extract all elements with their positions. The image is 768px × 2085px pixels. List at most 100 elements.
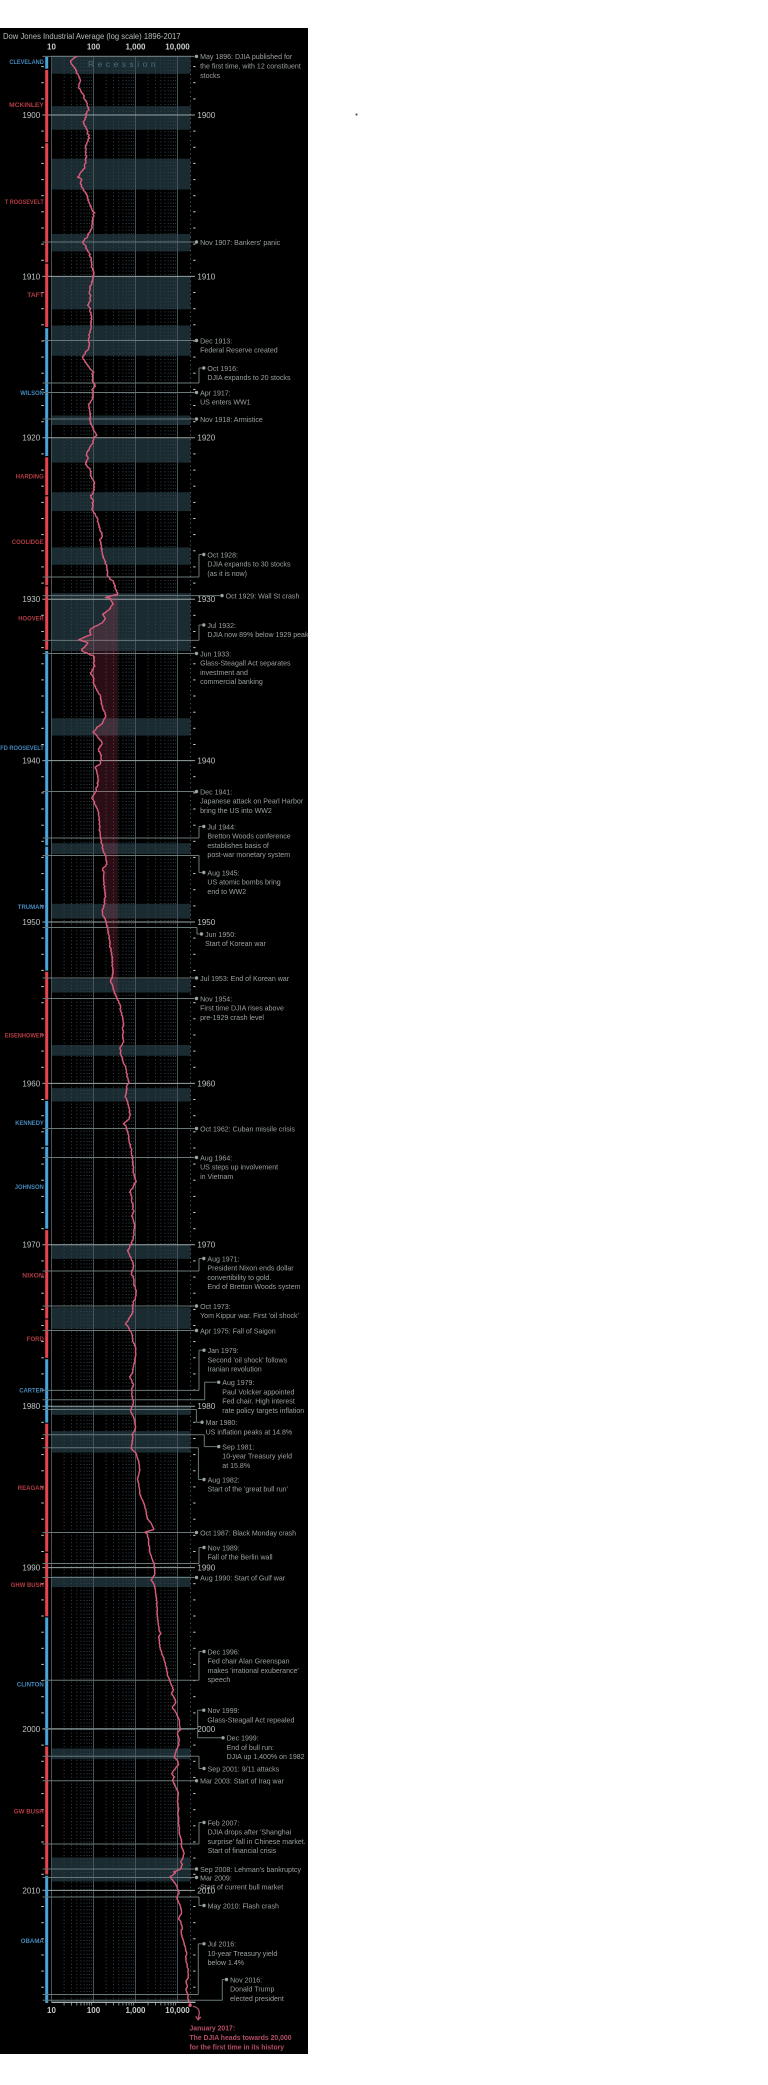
svg-text:1940: 1940 [22, 757, 40, 766]
svg-text:COOLIDGE: COOLIDGE [12, 539, 45, 546]
svg-text:1920: 1920 [22, 434, 40, 443]
svg-text:Apr 1975: Fall of Saigon: Apr 1975: Fall of Saigon [200, 1326, 276, 1335]
svg-text:1990: 1990 [197, 1564, 215, 1573]
svg-text:US atomic bombs bring: US atomic bombs bring [207, 878, 280, 887]
svg-text:DJIA drops after 'Shanghai: DJIA drops after 'Shanghai [208, 1828, 292, 1837]
svg-text:1,000: 1,000 [125, 43, 146, 52]
svg-text:GW BUSH: GW BUSH [14, 1808, 44, 1815]
svg-text:Jul 1944:: Jul 1944: [207, 822, 236, 831]
svg-text:Glass-Steagall Act separates: Glass-Steagall Act separates [200, 659, 291, 668]
svg-text:Federal Reserve created: Federal Reserve created [200, 346, 278, 355]
svg-text:Aug 1982:: Aug 1982: [208, 1475, 240, 1484]
svg-text:100: 100 [87, 2006, 101, 2015]
svg-text:Sep 1981:: Sep 1981: [222, 1442, 254, 1451]
svg-text:rate policy targets inflation: rate policy targets inflation [222, 1406, 304, 1415]
svg-text:1900: 1900 [197, 111, 215, 120]
svg-text:Nov 1999:: Nov 1999: [207, 1706, 239, 1715]
svg-text:1900: 1900 [22, 111, 40, 120]
svg-text:MCKINLEY: MCKINLEY [9, 102, 44, 109]
svg-text:US inflation peaks at 14.8%: US inflation peaks at 14.8% [206, 1427, 293, 1436]
svg-text:DJIA up 1,400% on 1982: DJIA up 1,400% on 1982 [227, 1752, 305, 1761]
svg-text:Iranian revolution: Iranian revolution [208, 1365, 262, 1374]
svg-text:HOOVER: HOOVER [18, 615, 44, 622]
svg-text:1980: 1980 [22, 1402, 40, 1411]
svg-text:TAFT: TAFT [27, 292, 44, 299]
svg-text:KENNEDY: KENNEDY [15, 1120, 44, 1127]
svg-text:May 2010: Flash crash: May 2010: Flash crash [208, 1901, 279, 1910]
svg-text:January 2017:: January 2017: [190, 2023, 236, 2032]
svg-text:T ROOSEVELT: T ROOSEVELT [5, 199, 44, 206]
svg-text:Mar 2009:: Mar 2009: [200, 1873, 232, 1882]
svg-text:Dec 1941:: Dec 1941: [200, 787, 232, 796]
svg-text:2010: 2010 [197, 1886, 215, 1895]
svg-text:Start of financial crisis: Start of financial crisis [208, 1846, 277, 1855]
svg-text:Apr 1917:: Apr 1917: [200, 388, 231, 397]
svg-text:Dec 1996:: Dec 1996: [208, 1647, 240, 1656]
svg-text:The DJIA heads towards 20,000: The DJIA heads towards 20,000 [190, 2033, 292, 2042]
svg-text:Oct 1928:: Oct 1928: [207, 550, 238, 559]
svg-text:10: 10 [47, 43, 56, 52]
svg-text:DJIA expands to 30 stocks: DJIA expands to 30 stocks [207, 560, 290, 569]
svg-text:makes 'irrational exuberance': makes 'irrational exuberance' [208, 1666, 300, 1675]
svg-text:DJIA expands to 20 stocks: DJIA expands to 20 stocks [207, 373, 290, 382]
svg-text:Start of the 'great bull run': Start of the 'great bull run' [208, 1485, 289, 1494]
svg-text:First time DJIA rises above: First time DJIA rises above [200, 1004, 284, 1013]
svg-text:Fed chair Alan Greenspan: Fed chair Alan Greenspan [208, 1657, 290, 1666]
svg-text:Nov 1989:: Nov 1989: [208, 1543, 240, 1552]
svg-text:surprise' fall in Chinese mark: surprise' fall in Chinese market. [208, 1837, 306, 1846]
svg-text:1960: 1960 [197, 1079, 215, 1088]
svg-text:100: 100 [87, 43, 101, 52]
svg-text:10-year Treasury yield: 10-year Treasury yield [222, 1452, 292, 1461]
svg-text:investment and: investment and [200, 668, 248, 677]
svg-text:(as it is now): (as it is now) [207, 569, 247, 578]
svg-text:May 1896: DJIA published for: May 1896: DJIA published for [200, 52, 293, 61]
svg-text:Sep 2001: 9/11 attacks: Sep 2001: 9/11 attacks [208, 1764, 280, 1773]
svg-text:WILSON: WILSON [20, 390, 44, 397]
svg-text:EISENHOWER: EISENHOWER [5, 1032, 44, 1039]
svg-text:REAGAN: REAGAN [18, 1485, 44, 1492]
svg-text:Dec 1913:: Dec 1913: [200, 336, 232, 345]
svg-text:GHW BUSH: GHW BUSH [11, 1582, 44, 1589]
svg-text:President Nixon ends dollar: President Nixon ends dollar [207, 1264, 294, 1273]
svg-text:CLEVELAND: CLEVELAND [9, 59, 44, 66]
svg-text:Jul 1953: End of Korean war: Jul 1953: End of Korean war [200, 974, 289, 983]
svg-text:1940: 1940 [197, 757, 215, 766]
svg-text:End of bull run:: End of bull run: [227, 1743, 274, 1752]
svg-text:2000: 2000 [22, 1725, 40, 1734]
svg-text:Aug 1945:: Aug 1945: [207, 868, 239, 877]
svg-text:Jul 2016:: Jul 2016: [208, 1940, 237, 1949]
svg-text:CLINTON: CLINTON [17, 1681, 44, 1688]
svg-text:10,000: 10,000 [165, 2006, 190, 2015]
svg-text:Nov 1907: Bankers' panic: Nov 1907: Bankers' panic [200, 238, 280, 247]
svg-text:convertibility to gold.: convertibility to gold. [207, 1273, 271, 1282]
svg-text:Glass-Steagall Act repealed: Glass-Steagall Act repealed [207, 1715, 294, 1724]
svg-text:Oct 1973:: Oct 1973: [200, 1302, 231, 1311]
svg-text:2000: 2000 [197, 1725, 215, 1734]
svg-text:Aug 1971:: Aug 1971: [207, 1254, 239, 1263]
svg-text:FORD: FORD [27, 1336, 44, 1343]
svg-text:1980: 1980 [197, 1402, 215, 1411]
svg-text:Start of Korean war: Start of Korean war [205, 939, 266, 948]
svg-text:Dow Jones Industrial Average (: Dow Jones Industrial Average (log scale)… [3, 31, 181, 41]
svg-text:Paul Volcker appointed: Paul Volcker appointed [222, 1387, 294, 1396]
svg-text:Fall of the Berlin wall: Fall of the Berlin wall [208, 1553, 273, 1562]
svg-text:1930: 1930 [22, 595, 40, 604]
svg-text:Nov 1954:: Nov 1954: [200, 994, 232, 1003]
svg-text:10: 10 [47, 2006, 56, 2015]
svg-text:Mar 2003: Start of Iraq war: Mar 2003: Start of Iraq war [200, 1777, 284, 1786]
svg-text:for the first time in its hist: for the first time in its history [190, 2043, 285, 2052]
svg-text:1950: 1950 [197, 918, 215, 927]
svg-text:Start of current bull market: Start of current bull market [200, 1883, 284, 1892]
svg-text:Jun 1950:: Jun 1950: [205, 930, 236, 939]
svg-text:Oct 1987: Black Monday crash: Oct 1987: Black Monday crash [200, 1528, 296, 1537]
svg-text:Dec 1999:: Dec 1999: [227, 1734, 259, 1743]
svg-text:TRUMAN: TRUMAN [18, 904, 44, 911]
svg-text:Donald Trump: Donald Trump [230, 1985, 274, 1994]
svg-text:1960: 1960 [22, 1079, 40, 1088]
svg-text:Bretton Woods conference: Bretton Woods conference [207, 832, 290, 841]
svg-text:1910: 1910 [197, 272, 215, 281]
svg-text:Aug 1990: Start of Gulf war: Aug 1990: Start of Gulf war [200, 1573, 285, 1582]
svg-text:at 15.8%: at 15.8% [222, 1461, 250, 1470]
svg-text:Jul 1932:: Jul 1932: [207, 621, 236, 630]
svg-text:1990: 1990 [22, 1564, 40, 1573]
